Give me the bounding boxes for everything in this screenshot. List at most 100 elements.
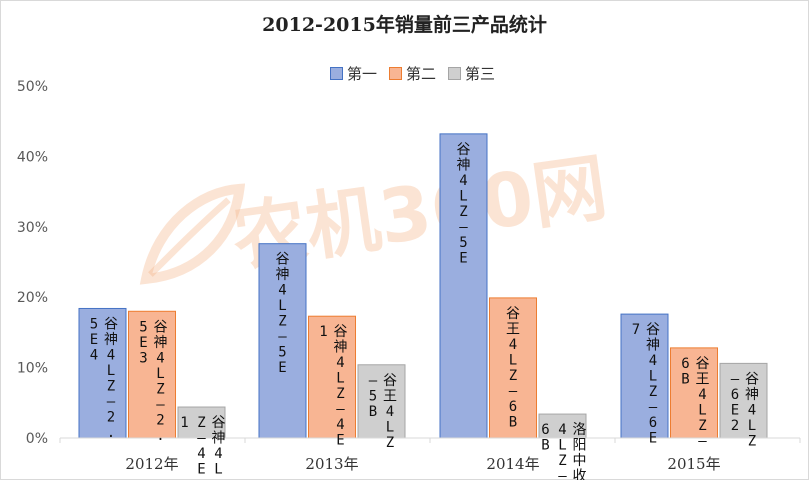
legend-item-series-1: 第一	[330, 63, 377, 84]
data-label-char: Z	[509, 368, 517, 384]
y-tick-label: 50%	[17, 79, 48, 95]
x-category-label: 2013年	[305, 455, 358, 473]
data-label-char: 4	[336, 417, 344, 433]
data-label-char: 5	[90, 316, 98, 332]
data-label-char: .	[156, 428, 164, 444]
legend-label-series-1: 第一	[347, 65, 378, 83]
data-label-char: –	[336, 402, 345, 418]
data-label-char: Z	[336, 386, 344, 402]
data-label-char: L	[558, 438, 566, 454]
data-label-char: 4	[156, 350, 164, 366]
data-label-char: 2	[731, 418, 739, 434]
data-label-char: Z	[459, 204, 467, 220]
bar-series-2-2013年	[308, 315, 356, 439]
data-label-char: Z	[197, 415, 205, 431]
data-label-char: 4	[558, 422, 566, 438]
data-label-char: 3	[139, 350, 147, 366]
data-label-char: Z	[748, 433, 756, 449]
legend-label-series-3: 第三	[465, 65, 496, 83]
data-label-char: –	[731, 371, 740, 387]
data-label-char: 神	[457, 157, 471, 173]
data-label-char: 谷	[104, 316, 118, 332]
data-label-char: 5	[369, 388, 377, 404]
data-label-char: 6	[681, 356, 689, 372]
data-label-char: E	[336, 433, 344, 449]
data-label-char: 4	[386, 404, 394, 420]
chart-title: 2012-2015年销量前三产品统计	[262, 14, 547, 36]
data-label-char: L	[107, 363, 115, 379]
x-category-label: 2015年	[667, 455, 720, 473]
data-label-char: 神	[745, 387, 759, 403]
legend-label-series-2: 第二	[406, 65, 437, 83]
data-label-char: –	[369, 373, 378, 389]
data-label-char: E	[731, 402, 739, 418]
data-label-char: 2	[107, 409, 115, 425]
data-label-char: 收	[573, 469, 587, 480]
legend-swatch-series-2	[389, 67, 403, 80]
bar-series-2-2012年	[128, 310, 176, 439]
data-label-char: 谷	[212, 415, 226, 431]
data-label-char: Z	[278, 314, 286, 330]
data-label-char: 洛	[573, 422, 587, 438]
data-label-char: 中	[573, 453, 587, 469]
data-label-char: 谷	[646, 322, 660, 338]
y-tick-label: 20%	[17, 290, 48, 306]
data-label-char: 6	[731, 387, 739, 403]
data-label-char: 4	[197, 446, 205, 462]
data-label-char: E	[278, 360, 286, 376]
y-tick-label: 40%	[17, 149, 48, 165]
bar-series-2-2015年	[670, 347, 718, 439]
data-label-char: 4	[698, 387, 706, 403]
data-label-char: 神	[276, 267, 290, 283]
data-label-char: L	[698, 402, 706, 418]
bar-series-3-2015年	[719, 362, 768, 439]
data-label-char: 谷	[457, 142, 471, 158]
bar-series-3-2012年	[177, 406, 226, 439]
data-label-char: –	[459, 219, 468, 235]
data-label-char: 4	[107, 347, 115, 363]
data-label-char: 4	[278, 283, 286, 299]
bar-series-3-2013年	[357, 364, 406, 439]
data-label-char: 王	[383, 388, 397, 404]
data-label-char: Z	[107, 378, 115, 394]
data-label-char: L	[459, 188, 467, 204]
data-label-char: –	[107, 394, 116, 410]
data-label-char: L	[156, 366, 164, 382]
data-label-char: –	[278, 329, 287, 345]
legend: 第一 第二 第三	[330, 63, 495, 84]
data-label-char: 2	[156, 412, 164, 428]
data-label-char: –	[558, 469, 567, 480]
y-tick-label: 10%	[17, 361, 48, 377]
legend-item-series-3: 第三	[448, 63, 495, 84]
data-label-char: Z	[698, 418, 706, 434]
data-label-char: 1	[180, 415, 188, 431]
data-label-char: L	[509, 352, 517, 368]
data-label-char: 4	[509, 337, 517, 353]
data-label-char: –	[156, 397, 165, 413]
data-label-char: .	[107, 425, 115, 441]
data-label-char: 神	[154, 335, 168, 351]
data-label-char: B	[509, 414, 517, 430]
data-label-char: 谷	[745, 371, 759, 387]
data-label-char: 神	[104, 332, 118, 348]
data-label-char: 谷	[154, 319, 168, 335]
data-label-char: 4	[748, 402, 756, 418]
data-label-char: 谷	[696, 356, 710, 372]
data-label-char: 谷	[383, 373, 397, 389]
data-label-char: 谷	[276, 252, 290, 268]
data-label-char: 5	[278, 345, 286, 361]
data-label-char: 6	[541, 422, 549, 438]
data-label-char: Z	[386, 435, 394, 451]
bar-series-2-2014年	[489, 297, 537, 439]
data-label-char: 4	[459, 173, 467, 189]
